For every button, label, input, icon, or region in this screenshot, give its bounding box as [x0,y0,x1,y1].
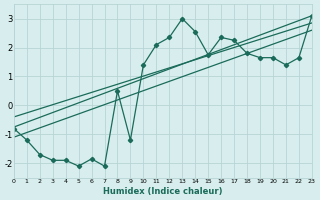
X-axis label: Humidex (Indice chaleur): Humidex (Indice chaleur) [103,187,223,196]
